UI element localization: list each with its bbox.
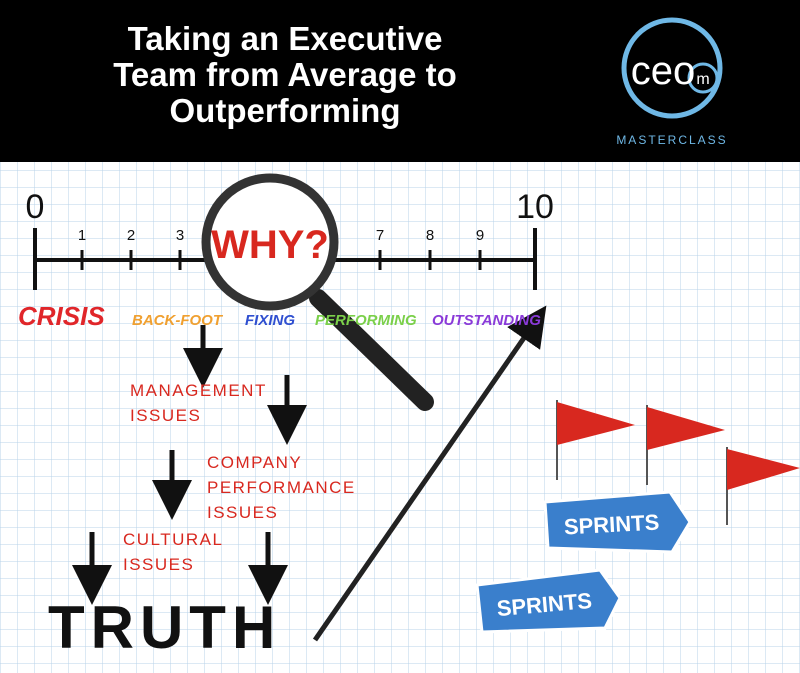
scale-label: 9	[476, 227, 484, 244]
magnifier-lens	[201, 173, 339, 311]
stage-label: PERFORMING	[315, 312, 417, 329]
logo-text: ceo	[631, 49, 696, 93]
header-bar	[0, 0, 800, 162]
logo-ring	[621, 17, 723, 119]
issue-text: ISSUES	[123, 555, 194, 574]
flags	[556, 400, 800, 525]
sign	[543, 490, 692, 554]
growth-arrow	[312, 305, 547, 642]
scale-label: 1	[78, 227, 86, 244]
issue-text: ISSUES	[207, 503, 278, 522]
scale-label: 10	[516, 188, 554, 226]
magnifier-text: WHY?	[211, 223, 329, 267]
issue-text: COMPANY	[207, 453, 302, 472]
sign-text: SPRINTS	[563, 510, 660, 540]
truth: TRUTH	[48, 594, 281, 661]
logo-badge-ring	[687, 62, 719, 94]
issue-text: CULTURAL	[123, 530, 223, 549]
issue-text: ISSUES	[130, 406, 201, 425]
title-line: Outperforming	[170, 92, 401, 129]
down-arrows	[72, 325, 307, 605]
issue-text: PERFORMANCE	[207, 478, 356, 497]
subtitle: MASTERCLASS	[616, 133, 727, 147]
scale-label: 3	[176, 227, 184, 244]
title-line: Taking an Executive	[128, 20, 443, 57]
logo-badge: m	[696, 71, 709, 88]
stage-label: FIXING	[245, 312, 295, 329]
scale-label: 7	[376, 227, 384, 244]
stage-label: OUTSTANDING	[432, 312, 541, 329]
scale-label: 2	[127, 227, 135, 244]
issue-text: MANAGEMENT	[130, 381, 267, 400]
stage-label: CRISIS	[18, 301, 105, 331]
stage-label: BACK-FOOT	[132, 312, 224, 329]
scale-label: 8	[426, 227, 434, 244]
scale-label: 0	[26, 188, 45, 226]
magnifier-handle	[309, 289, 434, 411]
title-line: Team from Average to	[113, 56, 457, 93]
sign	[475, 568, 622, 634]
